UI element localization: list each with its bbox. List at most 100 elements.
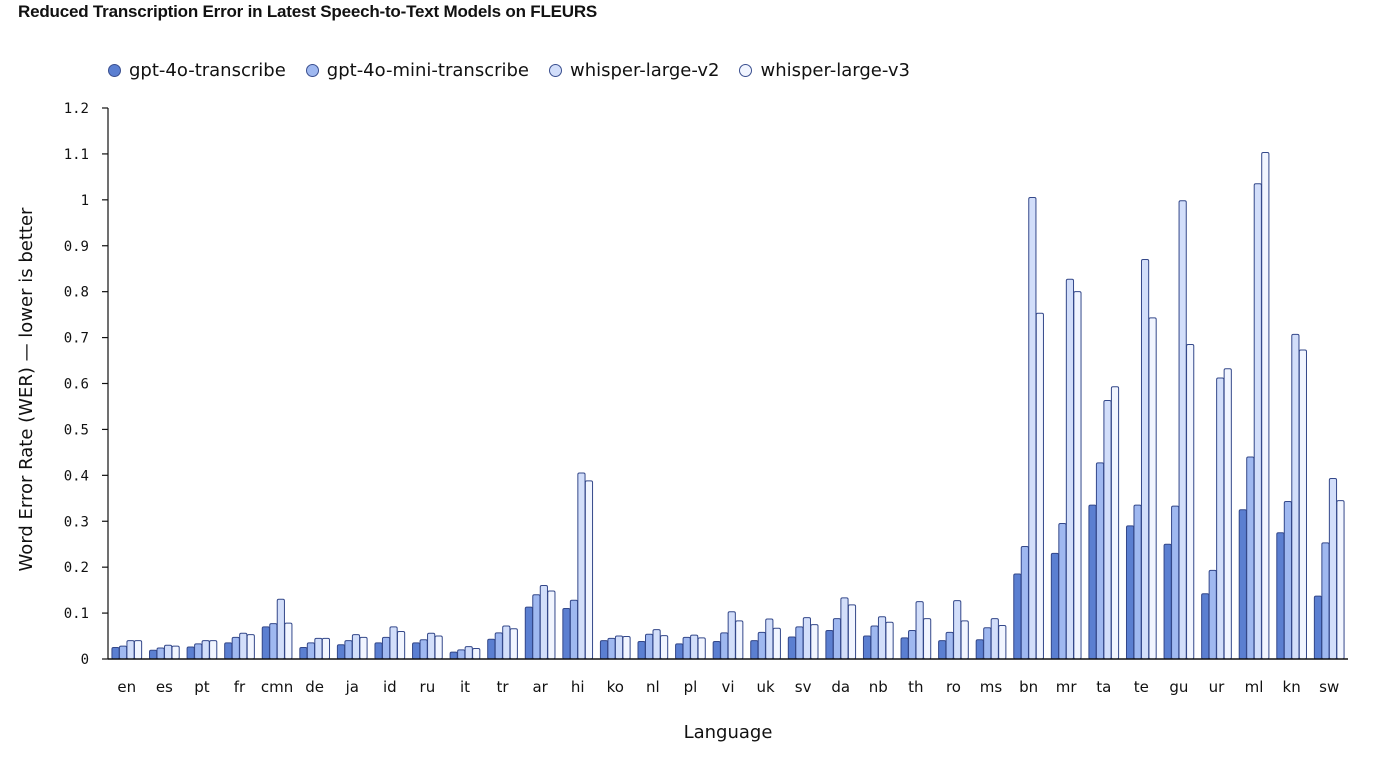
bar-whisper-large-v2-ja	[351, 634, 361, 660]
bar-gpt-4o-transcribe-ja	[336, 644, 346, 660]
bar-whisper-large-v3-ur	[1223, 368, 1232, 660]
x-tick-label: it	[460, 678, 470, 696]
y-tick-label: 0.7	[64, 331, 89, 347]
legend-swatch-icon	[739, 64, 753, 77]
bar-whisper-large-v3-en	[133, 640, 143, 660]
legend-item-whisper-large-v3[interactable]: whisper-large-v3	[739, 60, 910, 81]
bar-whisper-large-v2-ml	[1253, 183, 1262, 660]
y-axis-title: Word Error Rate (WER) — lower is better	[16, 207, 37, 571]
bar-whisper-large-v3-uk	[772, 627, 781, 660]
bar-gpt-4o-mini-transcribe-es	[156, 647, 165, 660]
x-tick-label: fr	[234, 678, 246, 696]
y-tick-label: 1.1	[64, 147, 89, 163]
x-tick-label: vi	[721, 678, 734, 696]
bar-gpt-4o-mini-transcribe-id	[381, 636, 391, 660]
y-tick-label: 1.2	[64, 101, 89, 117]
bar-whisper-large-v2-ta	[1103, 399, 1112, 660]
x-tick-label: sv	[795, 678, 812, 696]
bar-gpt-4o-transcribe-ml	[1238, 509, 1247, 660]
bar-gpt-4o-mini-transcribe-te	[1133, 504, 1142, 660]
bar-whisper-large-v3-es	[171, 645, 180, 660]
bar-gpt-4o-mini-transcribe-vi	[720, 632, 729, 660]
bar-gpt-4o-mini-transcribe-bn	[1020, 546, 1029, 660]
bar-whisper-large-v2-th	[915, 601, 924, 660]
legend-swatch-icon	[108, 64, 121, 77]
bar-gpt-4o-transcribe-nb	[862, 635, 872, 660]
bar-gpt-4o-transcribe-cmn	[261, 626, 270, 660]
bar-gpt-4o-transcribe-vi	[712, 641, 721, 660]
bar-gpt-4o-mini-transcribe-pt	[194, 643, 203, 660]
bar-whisper-large-v3-nb	[885, 621, 894, 660]
bar-gpt-4o-mini-transcribe-ro	[945, 631, 954, 660]
bar-whisper-large-v2-es	[164, 644, 173, 660]
bar-gpt-4o-mini-transcribe-mr	[1058, 523, 1067, 660]
legend-label: whisper-large-v2	[570, 60, 720, 81]
bar-whisper-large-v3-id	[396, 630, 406, 660]
x-tick-label: da	[831, 678, 850, 696]
bar-whisper-large-v2-ru	[427, 632, 436, 660]
bar-whisper-large-v3-ar	[547, 590, 556, 660]
x-tick-label: ro	[946, 678, 961, 696]
x-tick-label: ja	[345, 678, 359, 696]
bar-gpt-4o-transcribe-te	[1125, 525, 1135, 660]
y-tick-label: 0.2	[64, 560, 89, 576]
bar-whisper-large-v2-bn	[1028, 197, 1037, 660]
y-tick-label: 0.8	[64, 285, 89, 301]
bar-gpt-4o-transcribe-ro	[938, 640, 947, 660]
x-tick-label: es	[156, 678, 173, 696]
bar-gpt-4o-mini-transcribe-de	[306, 642, 316, 660]
legend-swatch-icon	[305, 64, 319, 77]
x-tick-label: hi	[571, 678, 585, 696]
bar-gpt-4o-transcribe-sw	[1313, 595, 1323, 660]
bar-gpt-4o-transcribe-da	[825, 630, 834, 660]
bar-gpt-4o-mini-transcribe-pl	[682, 636, 691, 660]
y-tick-label: 0.9	[64, 239, 89, 255]
bar-gpt-4o-transcribe-hi	[562, 607, 571, 660]
bar-whisper-large-v2-tr	[502, 625, 511, 660]
bar-gpt-4o-transcribe-it	[449, 651, 458, 660]
bar-whisper-large-v3-nl	[659, 635, 669, 660]
bar-whisper-large-v3-de	[321, 637, 331, 660]
x-axis-title: Language	[684, 722, 773, 743]
bar-whisper-large-v2-cmn	[276, 598, 285, 660]
bar-gpt-4o-transcribe-id	[374, 642, 383, 660]
bar-whisper-large-v2-ur	[1216, 377, 1225, 660]
bar-whisper-large-v2-gu	[1178, 200, 1187, 660]
bar-whisper-large-v2-pl	[690, 634, 699, 660]
x-tick-label: ms	[980, 678, 1003, 696]
bar-whisper-large-v3-te	[1148, 317, 1157, 660]
bar-gpt-4o-mini-transcribe-th	[908, 630, 917, 660]
bar-whisper-large-v2-pt	[201, 640, 210, 660]
bar-whisper-large-v2-kn	[1291, 333, 1300, 660]
bar-gpt-4o-mini-transcribe-kn	[1283, 501, 1292, 660]
bar-whisper-large-v3-gu	[1186, 343, 1195, 660]
legend-item-gpt-4o-mini-transcribe[interactable]: gpt-4o-mini-transcribe	[305, 60, 529, 81]
x-tick-label: mr	[1056, 678, 1078, 696]
bar-whisper-large-v3-ko	[622, 636, 631, 660]
bar-gpt-4o-transcribe-en	[111, 647, 120, 660]
bar-gpt-4o-transcribe-fr	[224, 642, 233, 660]
legend-label: gpt-4o-transcribe	[129, 60, 286, 81]
bar-whisper-large-v3-sv	[810, 624, 819, 660]
bar-whisper-large-v3-th	[923, 618, 932, 660]
legend-item-gpt-4o-transcribe[interactable]: gpt-4o-transcribe	[108, 60, 286, 81]
bar-whisper-large-v3-ro	[960, 620, 969, 660]
chart-title: Reduced Transcription Error in Latest Sp…	[18, 2, 598, 21]
x-tick-label: gu	[1169, 678, 1188, 696]
bar-whisper-large-v2-nl	[652, 629, 661, 660]
bar-whisper-large-v2-da	[840, 597, 849, 660]
legend-item-whisper-large-v2[interactable]: whisper-large-v2	[549, 60, 719, 81]
bar-gpt-4o-transcribe-kn	[1276, 532, 1285, 660]
x-tick-label: kn	[1283, 678, 1301, 696]
bar-gpt-4o-mini-transcribe-da	[832, 618, 842, 660]
legend-label: gpt-4o-mini-transcribe	[326, 60, 529, 81]
y-tick-label: 0.6	[64, 377, 89, 393]
bar-gpt-4o-mini-transcribe-tr	[494, 632, 503, 660]
bar-whisper-large-v3-ms	[998, 624, 1007, 660]
x-tick-label: pt	[194, 678, 210, 696]
x-tick-label: sw	[1319, 678, 1339, 696]
y-tick-label: 0	[81, 652, 89, 668]
x-tick-label: ar	[532, 678, 548, 696]
bar-gpt-4o-transcribe-uk	[750, 640, 759, 660]
